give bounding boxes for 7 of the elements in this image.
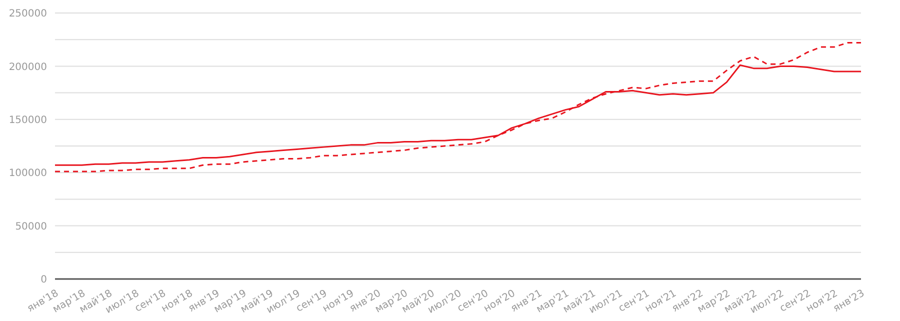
y-tick-label: 250000 (8, 8, 47, 20)
y-tick-label: 50000 (15, 221, 47, 232)
y-tick-label: 100000 (8, 168, 47, 180)
y-tick-label: 200000 (8, 62, 47, 73)
line-series (55, 42, 861, 172)
y-tick-label: 150000 (8, 114, 47, 126)
y-tick-label: 0 (40, 274, 47, 286)
